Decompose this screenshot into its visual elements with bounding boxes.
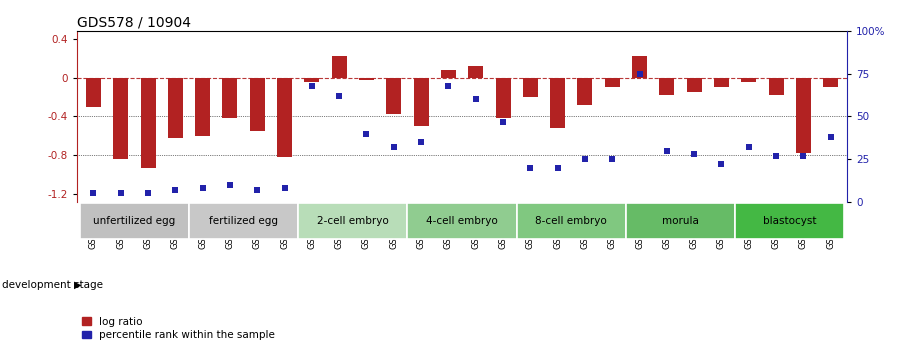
Bar	[168, 78, 183, 138]
Text: development stage: development stage	[2, 280, 102, 289]
Point	[523, 165, 537, 170]
Bar	[113, 78, 129, 159]
Bar	[189, 203, 298, 239]
Bar	[577, 78, 593, 105]
Point	[796, 153, 811, 158]
Bar	[768, 78, 784, 95]
Bar	[140, 78, 156, 168]
Text: 4-cell embryo: 4-cell embryo	[426, 216, 498, 226]
Bar	[386, 78, 401, 115]
Point	[824, 134, 838, 140]
Point	[741, 145, 756, 150]
Bar	[468, 66, 483, 78]
Bar	[250, 78, 265, 131]
Point	[414, 139, 429, 145]
Bar	[626, 203, 735, 239]
Point	[86, 190, 101, 196]
Bar	[277, 78, 292, 157]
Point	[496, 119, 510, 124]
Bar	[496, 78, 511, 118]
Bar	[523, 78, 538, 97]
Point	[687, 151, 701, 157]
Bar	[632, 56, 647, 78]
Text: blastocyst: blastocyst	[763, 216, 816, 226]
Bar	[298, 203, 408, 239]
Point	[196, 185, 210, 191]
Bar	[687, 78, 701, 92]
Bar	[741, 78, 757, 82]
Point	[578, 156, 593, 162]
Point	[360, 131, 374, 136]
Text: unfertilized egg: unfertilized egg	[93, 216, 176, 226]
Text: morula: morula	[662, 216, 699, 226]
Bar	[359, 78, 374, 80]
Bar	[223, 78, 237, 118]
Point	[660, 148, 674, 153]
Bar	[80, 203, 189, 239]
Point	[113, 190, 128, 196]
Bar	[795, 78, 811, 153]
Point	[223, 182, 237, 188]
Point	[169, 187, 183, 193]
Text: 2-cell embryo: 2-cell embryo	[317, 216, 389, 226]
Point	[441, 83, 456, 88]
Bar	[413, 78, 429, 126]
Bar	[550, 78, 565, 128]
Bar	[332, 56, 347, 78]
Point	[140, 190, 155, 196]
Bar	[304, 78, 320, 81]
Point	[277, 185, 292, 191]
Bar	[408, 203, 516, 239]
Bar	[441, 70, 456, 78]
Point	[605, 156, 620, 162]
Bar	[824, 78, 838, 87]
Text: GDS578 / 10904: GDS578 / 10904	[77, 16, 191, 30]
Bar	[195, 78, 210, 136]
Point	[769, 153, 784, 158]
Bar	[86, 78, 101, 107]
Point	[714, 161, 728, 167]
Bar	[604, 78, 620, 87]
Point	[250, 187, 265, 193]
Point	[304, 83, 319, 88]
Bar	[516, 203, 626, 239]
Point	[332, 93, 346, 99]
Point	[632, 71, 647, 77]
Bar	[735, 203, 844, 239]
Text: fertilized egg: fertilized egg	[209, 216, 278, 226]
Bar	[714, 78, 729, 87]
Point	[550, 165, 564, 170]
Legend: log ratio, percentile rank within the sample: log ratio, percentile rank within the sa…	[82, 317, 275, 340]
Point	[387, 145, 401, 150]
Bar	[660, 78, 674, 95]
Text: ▶: ▶	[74, 280, 82, 289]
Text: 8-cell embryo: 8-cell embryo	[535, 216, 607, 226]
Point	[468, 97, 483, 102]
